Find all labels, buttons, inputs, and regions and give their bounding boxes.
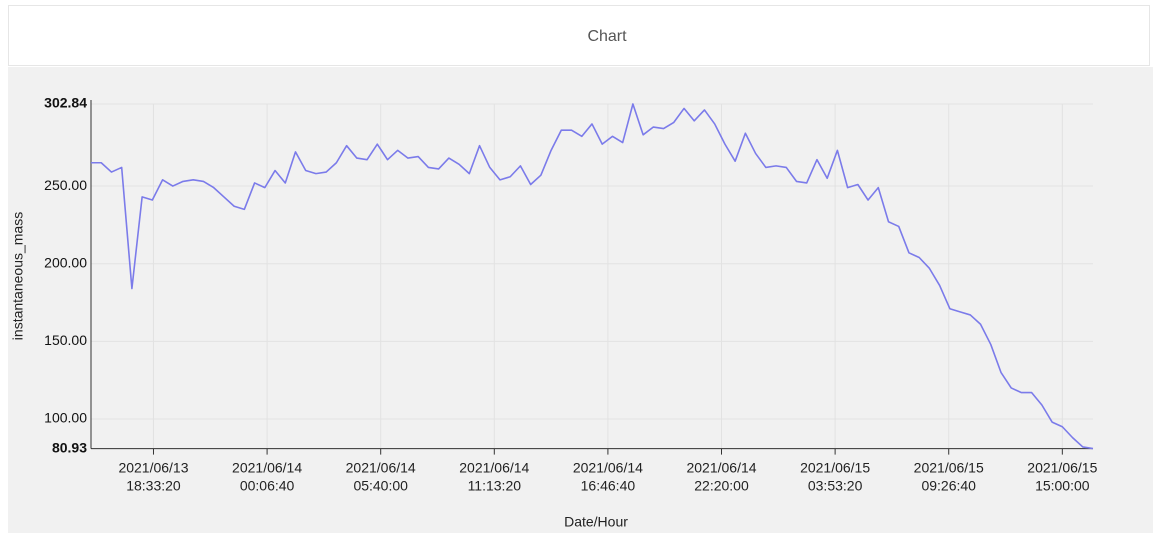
x-tick-label: 2021/06/14 11:13:20 bbox=[459, 460, 529, 494]
x-tick-label: 2021/06/15 09:26:40 bbox=[914, 460, 984, 494]
y-tick-label: 302.84 bbox=[44, 95, 87, 111]
x-tick-label: 2021/06/14 16:46:40 bbox=[573, 460, 643, 494]
x-tick-label-line: 15:00:00 bbox=[1035, 478, 1090, 494]
x-tick-label-line: 2021/06/14 bbox=[573, 460, 643, 476]
x-tick-label-line: 2021/06/15 bbox=[1027, 460, 1097, 476]
x-tick-label: 2021/06/15 03:53:20 bbox=[800, 460, 870, 494]
data-line bbox=[91, 103, 1094, 450]
x-tick-label-line: 2021/06/14 bbox=[686, 460, 756, 476]
x-tick-label: 2021/06/14 05:40:00 bbox=[346, 460, 416, 494]
x-tick-label-line: 09:26:40 bbox=[921, 478, 976, 494]
x-tick-label-line: 11:13:20 bbox=[468, 478, 522, 494]
x-tick-label-line: 2021/06/14 bbox=[232, 460, 302, 476]
x-tick-label-line: 05:40:00 bbox=[353, 478, 408, 494]
x-tick-label-line: 18:33:20 bbox=[126, 478, 181, 494]
x-tick-label: 2021/06/13 18:33:20 bbox=[118, 460, 188, 494]
x-tick-label-line: 2021/06/15 bbox=[800, 460, 870, 476]
y-tick-label: 80.93 bbox=[52, 439, 87, 455]
y-tick-label: 100.00 bbox=[44, 410, 87, 426]
x-tick-label-line: 22:20:00 bbox=[694, 478, 749, 494]
y-axis-label: instantaneous_mass bbox=[10, 212, 26, 340]
chart-title: Chart bbox=[587, 28, 627, 45]
y-tick-label: 200.00 bbox=[44, 254, 87, 270]
x-tick-label-line: 2021/06/13 bbox=[118, 460, 188, 476]
x-tick-label-line: 2021/06/14 bbox=[459, 460, 529, 476]
x-tick-label-line: 00:06:40 bbox=[240, 478, 295, 494]
y-tick-label: 250.00 bbox=[44, 177, 87, 193]
x-tick-label-line: 2021/06/15 bbox=[914, 460, 984, 476]
x-tick-label: 2021/06/14 22:20:00 bbox=[686, 460, 756, 494]
y-tick-label: 150.00 bbox=[44, 332, 87, 348]
x-tick-label-line: 2021/06/14 bbox=[346, 460, 416, 476]
plot-panel bbox=[8, 67, 1153, 533]
x-axis-label: Date/Hour bbox=[564, 514, 628, 530]
x-tick-label: 2021/06/15 15:00:00 bbox=[1027, 460, 1097, 494]
x-tick-label-line: 16:46:40 bbox=[581, 478, 636, 494]
header-panel bbox=[8, 5, 1150, 66]
x-tick-label: 2021/06/14 00:06:40 bbox=[232, 460, 302, 494]
x-tick-label-line: 03:53:20 bbox=[808, 478, 863, 494]
